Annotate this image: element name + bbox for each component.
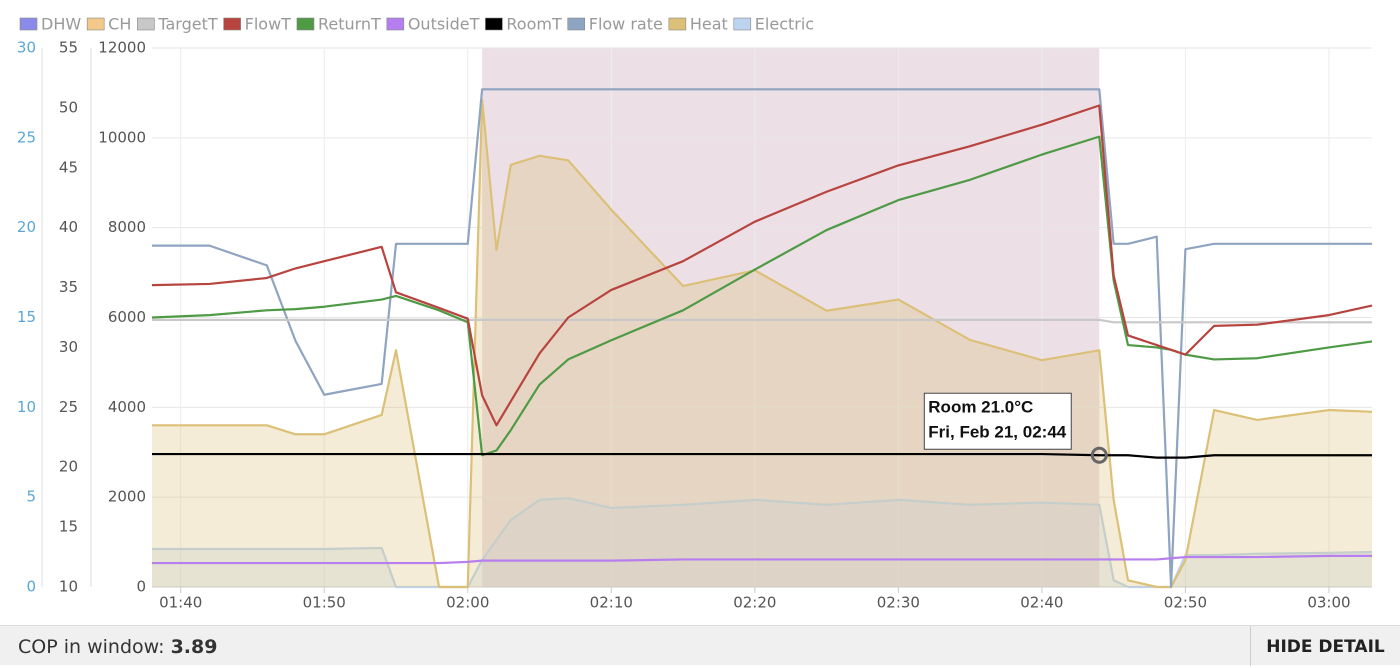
y-tick-label: 6000 (108, 308, 146, 326)
y-tick-label: 10 (17, 398, 36, 416)
legend-swatch (386, 17, 405, 31)
tooltip-line: Room 21.0°C (928, 398, 1033, 417)
cop-value: 3.89 (170, 636, 218, 658)
y-tick-label: 0 (136, 578, 146, 596)
y-tick-label: 45 (59, 158, 78, 176)
legend-label: TargetT (157, 15, 218, 34)
y-tick-label: 8000 (108, 218, 146, 236)
x-tick-label: 02:30 (877, 594, 920, 612)
tooltip-box (923, 392, 1072, 450)
tooltip: Room 21.0°C Fri, Feb 21, 02:44 (923, 392, 1072, 450)
y-tick-label: 4000 (108, 398, 146, 416)
legend-swatch (733, 17, 752, 31)
x-tick-label: 03:00 (1307, 594, 1350, 612)
legend-label: Flow rate (589, 15, 663, 34)
legend-swatch (86, 17, 105, 31)
y-tick-label: 0 (26, 578, 36, 596)
tooltip-line: Fri, Feb 21, 02:44 (928, 423, 1066, 442)
y-tick-label: 5 (26, 488, 36, 506)
y-tick-label: 15 (17, 308, 36, 326)
y-tick-label: 20 (17, 218, 36, 236)
y-tick-label: 50 (59, 98, 78, 116)
y-tick-label: 25 (17, 128, 36, 146)
series-line (152, 554, 1372, 565)
legend-label: RoomT (506, 15, 562, 34)
legend-swatch (296, 17, 315, 31)
cop: COP in window: 3.89 (18, 636, 217, 658)
legend-label: CH (108, 15, 131, 34)
legend-swatch (485, 17, 503, 31)
legend-swatch (19, 17, 38, 31)
x-tick-label: 02:50 (1164, 594, 1207, 612)
y-tick-label: 40 (59, 218, 78, 236)
x-tick-label: 01:40 (159, 594, 202, 612)
cop-label: COP in window: (18, 636, 165, 658)
legend-label: ReturnT (318, 15, 381, 34)
series-line (152, 318, 1372, 324)
y-tick-label: 35 (59, 278, 78, 296)
footer: COP in window: 3.89 HIDE DETAIL (0, 625, 1400, 666)
x-tick-label: 02:00 (446, 594, 489, 612)
y-tick-label: 15 (59, 518, 78, 536)
y-tick-label: 10 (59, 578, 78, 596)
series-area (152, 498, 1372, 587)
y-tick-label: 30 (17, 39, 36, 57)
legend-label: DHW (41, 15, 81, 34)
series-line (152, 88, 1372, 589)
y-tick-label: 20 (59, 458, 78, 476)
chart: 0 2000 4000 6000 8000 10000 12000 10 15 20 25 30 35 4… (17, 15, 1373, 612)
legend-swatch (137, 17, 155, 31)
y-tick-label: 10000 (98, 128, 146, 146)
y-tick-label: 25 (59, 398, 78, 416)
y-tick-label: 2000 (108, 488, 146, 506)
x-tick-label: 02:20 (733, 594, 776, 612)
hide-detail-button[interactable]: HIDE DETAIL (1250, 626, 1400, 666)
legend-swatch (223, 17, 241, 31)
series-line (151, 104, 1373, 427)
legend-swatch (567, 17, 586, 31)
legend-swatch (668, 17, 687, 31)
x-tick-label: 02:10 (590, 594, 633, 612)
legend-label: Electric (755, 15, 814, 34)
series-area (152, 100, 1372, 587)
legend-label: Heat (690, 15, 728, 34)
y-tick-label: 12000 (98, 39, 146, 57)
legend-label: OutsideT (408, 15, 480, 34)
y-tick-label: 30 (59, 338, 78, 356)
series-line (152, 452, 1372, 459)
y-tick-label: 55 (59, 39, 78, 57)
hover-point (1090, 446, 1108, 464)
x-tick-label: 02:40 (1020, 594, 1063, 612)
x-tick-label: 01:50 (303, 594, 346, 612)
legend-label: FlowT (245, 15, 292, 34)
